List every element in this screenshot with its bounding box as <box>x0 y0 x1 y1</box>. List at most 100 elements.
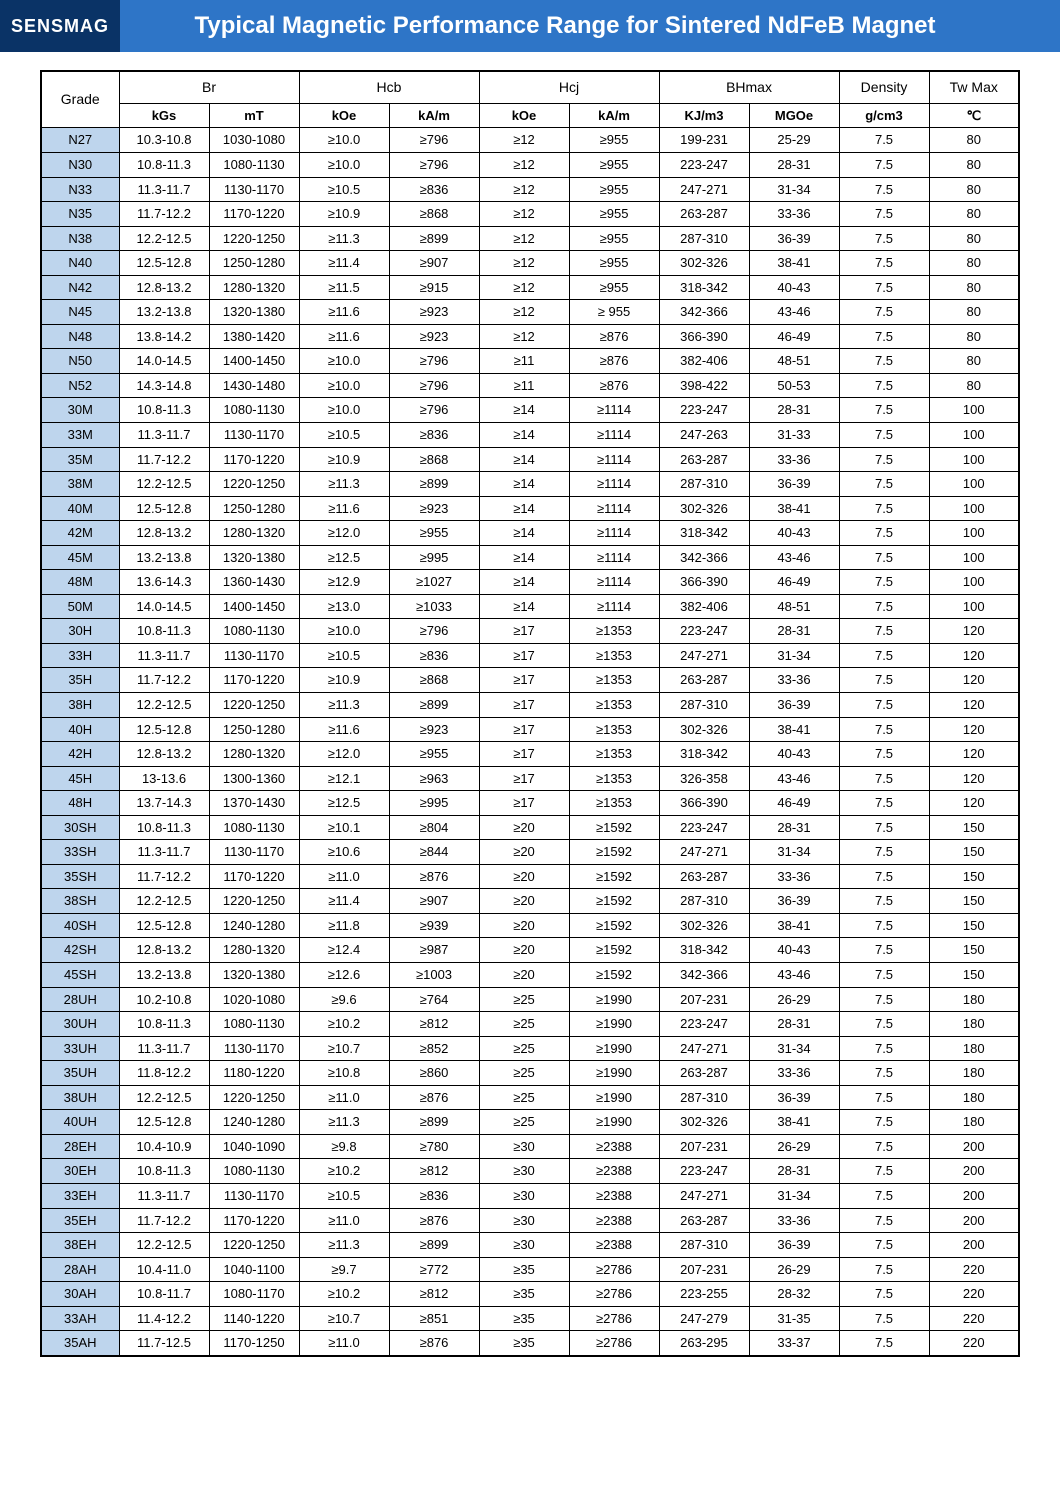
data-cell: 1220-1250 <box>209 693 299 718</box>
data-cell: 36-39 <box>749 1085 839 1110</box>
data-cell: 247-279 <box>659 1306 749 1331</box>
data-cell: 14.3-14.8 <box>119 373 209 398</box>
grade-cell: 48M <box>41 570 119 595</box>
table-row: 40SH12.5-12.81240-1280≥11.8≥939≥20≥15923… <box>41 913 1019 938</box>
data-cell: 7.5 <box>839 840 929 865</box>
data-cell: 223-247 <box>659 398 749 423</box>
data-cell: 25-29 <box>749 128 839 153</box>
data-cell: ≥11.3 <box>299 693 389 718</box>
data-cell: ≥876 <box>569 324 659 349</box>
data-cell: ≥1353 <box>569 619 659 644</box>
data-cell: ≥1114 <box>569 447 659 472</box>
data-cell: 14.0-14.5 <box>119 349 209 374</box>
table-row: 28EH10.4-10.91040-1090≥9.8≥780≥30≥238820… <box>41 1134 1019 1159</box>
table-row: 30SH10.8-11.31080-1130≥10.1≥804≥20≥15922… <box>41 815 1019 840</box>
data-cell: 38-41 <box>749 717 839 742</box>
data-cell: 12.2-12.5 <box>119 1085 209 1110</box>
unit-header: g/cm3 <box>839 103 929 128</box>
data-cell: 48-51 <box>749 349 839 374</box>
data-cell: 7.5 <box>839 447 929 472</box>
data-cell: 10.8-11.7 <box>119 1282 209 1307</box>
data-cell: 7.5 <box>839 791 929 816</box>
data-cell: 1080-1130 <box>209 152 299 177</box>
data-cell: 11.7-12.2 <box>119 447 209 472</box>
grade-cell: 38SH <box>41 889 119 914</box>
table-body: N2710.3-10.81030-1080≥10.0≥796≥12≥955199… <box>41 128 1019 1356</box>
data-cell: 80 <box>929 152 1019 177</box>
data-cell: 150 <box>929 963 1019 988</box>
data-cell: ≥955 <box>389 521 479 546</box>
table-row: 35UH11.8-12.21180-1220≥10.8≥860≥25≥19902… <box>41 1061 1019 1086</box>
data-cell: 1020-1080 <box>209 987 299 1012</box>
data-cell: 7.5 <box>839 1331 929 1356</box>
data-cell: 120 <box>929 717 1019 742</box>
data-cell: 1130-1170 <box>209 840 299 865</box>
data-cell: 12.2-12.5 <box>119 226 209 251</box>
table-row: 28UH10.2-10.81020-1080≥9.6≥764≥25≥199020… <box>41 987 1019 1012</box>
data-cell: 120 <box>929 619 1019 644</box>
data-cell: ≥12 <box>479 324 569 349</box>
data-cell: 1140-1220 <box>209 1306 299 1331</box>
data-cell: ≥995 <box>389 545 479 570</box>
data-cell: 7.5 <box>839 913 929 938</box>
data-cell: 33-36 <box>749 1061 839 1086</box>
data-cell: ≥20 <box>479 938 569 963</box>
data-cell: ≥780 <box>389 1134 479 1159</box>
data-cell: 263-287 <box>659 447 749 472</box>
data-cell: ≥14 <box>479 423 569 448</box>
data-cell: 36-39 <box>749 226 839 251</box>
table-row: 30EH10.8-11.31080-1130≥10.2≥812≥30≥23882… <box>41 1159 1019 1184</box>
data-cell: ≥899 <box>389 226 479 251</box>
data-cell: ≥11.0 <box>299 1208 389 1233</box>
data-cell: 223-247 <box>659 1012 749 1037</box>
data-cell: 223-247 <box>659 1159 749 1184</box>
grade-cell: 40UH <box>41 1110 119 1135</box>
data-cell: 36-39 <box>749 889 839 914</box>
data-cell: 40-43 <box>749 521 839 546</box>
data-cell: ≥955 <box>569 202 659 227</box>
grade-cell: N48 <box>41 324 119 349</box>
table-row: N5214.3-14.81430-1480≥10.0≥796≥11≥876398… <box>41 373 1019 398</box>
grade-cell: N27 <box>41 128 119 153</box>
data-cell: ≥836 <box>389 643 479 668</box>
data-cell: 223-247 <box>659 815 749 840</box>
data-cell: 33-36 <box>749 864 839 889</box>
data-cell: ≥10.0 <box>299 349 389 374</box>
data-cell: ≥12.0 <box>299 521 389 546</box>
data-cell: 7.5 <box>839 1134 929 1159</box>
data-cell: 7.5 <box>839 1061 929 1086</box>
grade-cell: 40M <box>41 496 119 521</box>
data-cell: ≥1990 <box>569 1110 659 1135</box>
table-row: 30UH10.8-11.31080-1130≥10.2≥812≥25≥19902… <box>41 1012 1019 1037</box>
data-cell: 10.8-11.3 <box>119 815 209 840</box>
data-cell: ≥1353 <box>569 742 659 767</box>
grade-cell: 33UH <box>41 1036 119 1061</box>
page-title: Typical Magnetic Performance Range for S… <box>120 12 1060 40</box>
data-cell: 326-358 <box>659 766 749 791</box>
data-cell: 1220-1250 <box>209 889 299 914</box>
data-cell: ≥10.2 <box>299 1159 389 1184</box>
data-cell: 7.5 <box>839 693 929 718</box>
data-cell: 180 <box>929 1036 1019 1061</box>
data-cell: ≥12 <box>479 275 569 300</box>
grade-cell: N30 <box>41 152 119 177</box>
data-cell: ≥10.0 <box>299 373 389 398</box>
data-cell: 12.8-13.2 <box>119 521 209 546</box>
data-cell: 1170-1220 <box>209 447 299 472</box>
data-cell: ≥10.5 <box>299 177 389 202</box>
data-cell: 31-34 <box>749 840 839 865</box>
data-cell: 7.5 <box>839 1085 929 1110</box>
data-cell: 150 <box>929 815 1019 840</box>
data-cell: ≥10.1 <box>299 815 389 840</box>
grade-cell: 35UH <box>41 1061 119 1086</box>
data-cell: ≥10.9 <box>299 447 389 472</box>
grade-cell: 33EH <box>41 1183 119 1208</box>
unit-header: kA/m <box>569 103 659 128</box>
data-cell: 7.5 <box>839 668 929 693</box>
data-cell: ≥836 <box>389 1183 479 1208</box>
data-cell: ≥1114 <box>569 570 659 595</box>
data-cell: 11.7-12.2 <box>119 202 209 227</box>
data-cell: 43-46 <box>749 963 839 988</box>
data-cell: ≥30 <box>479 1233 569 1258</box>
grade-cell: N35 <box>41 202 119 227</box>
